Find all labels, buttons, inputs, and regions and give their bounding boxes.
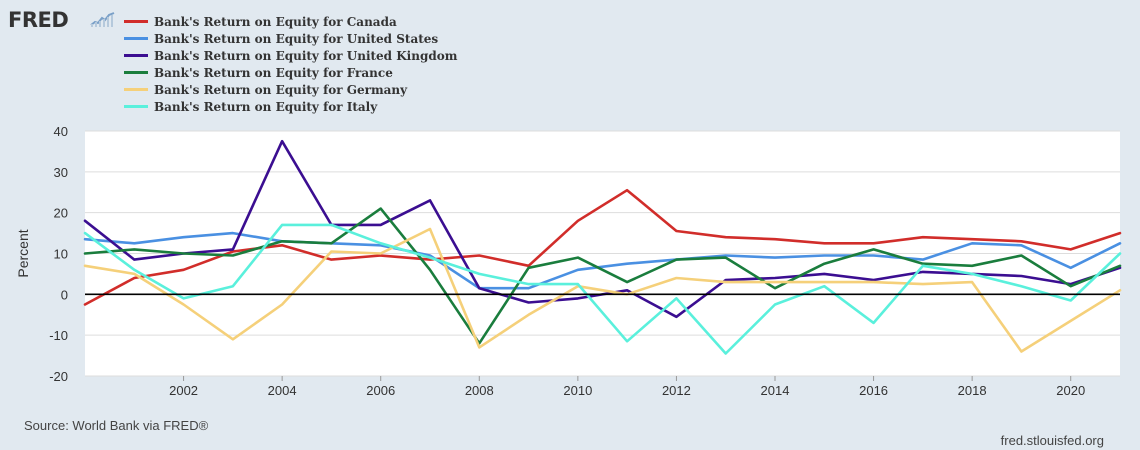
legend-label: Bank's Return on Equity for Germany <box>154 82 408 97</box>
legend-swatch <box>124 105 148 108</box>
x-tick-label: 2014 <box>761 383 790 398</box>
legend-swatch <box>124 71 148 74</box>
legend-label: Bank's Return on Equity for France <box>154 65 393 80</box>
y-tick-label: -20 <box>49 369 68 384</box>
legend-item[interactable]: Bank's Return on Equity for France <box>124 64 457 81</box>
y-tick-label: 30 <box>54 165 68 180</box>
x-tick-label: 2010 <box>563 383 592 398</box>
x-tick-label: 2020 <box>1056 383 1085 398</box>
x-tick-label: 2016 <box>859 383 888 398</box>
legend-item[interactable]: Bank's Return on Equity for Germany <box>124 81 457 98</box>
y-tick-label: 40 <box>54 124 68 139</box>
legend-swatch <box>124 20 148 23</box>
legend-item[interactable]: Bank's Return on Equity for United Kingd… <box>124 47 457 64</box>
legend-label: Bank's Return on Equity for Italy <box>154 99 378 114</box>
series-line <box>83 231 1122 290</box>
series-line <box>83 223 1122 355</box>
legend-swatch <box>124 37 148 40</box>
y-tick-label: 10 <box>54 247 68 262</box>
legend-item[interactable]: Bank's Return on Equity for Italy <box>124 98 457 115</box>
legend-item[interactable]: Bank's Return on Equity for Canada <box>124 13 457 30</box>
y-tick-label: -10 <box>49 328 68 343</box>
x-tick-label: 2004 <box>268 383 297 398</box>
legend-swatch <box>124 54 148 57</box>
trend-graph-icon <box>90 10 116 28</box>
y-tick-label: 20 <box>54 206 68 221</box>
legend-item[interactable]: Bank's Return on Equity for United State… <box>124 30 457 47</box>
legend-label: Bank's Return on Equity for Canada <box>154 14 397 29</box>
x-tick-label: 2008 <box>465 383 494 398</box>
legend-label: Bank's Return on Equity for United State… <box>154 31 439 46</box>
fred-url[interactable]: fred.stlouisfed.org <box>1000 433 1104 448</box>
y-tick-label: 0 <box>61 287 68 302</box>
series-line <box>83 227 1122 353</box>
source-note: Source: World Bank via FRED® <box>24 418 209 433</box>
legend-swatch <box>124 88 148 91</box>
x-tick-label: 2006 <box>366 383 395 398</box>
x-tick-label: 2002 <box>169 383 198 398</box>
x-tick-label: 2012 <box>662 383 691 398</box>
chart-legend: Bank's Return on Equity for Canada Bank's… <box>124 13 457 115</box>
series-line <box>83 207 1122 345</box>
y-axis-label: Percent <box>15 229 31 277</box>
fred-logo[interactable]: FRED <box>8 8 69 32</box>
legend-label: Bank's Return on Equity for United Kingd… <box>154 48 458 63</box>
x-tick-label: 2018 <box>958 383 987 398</box>
